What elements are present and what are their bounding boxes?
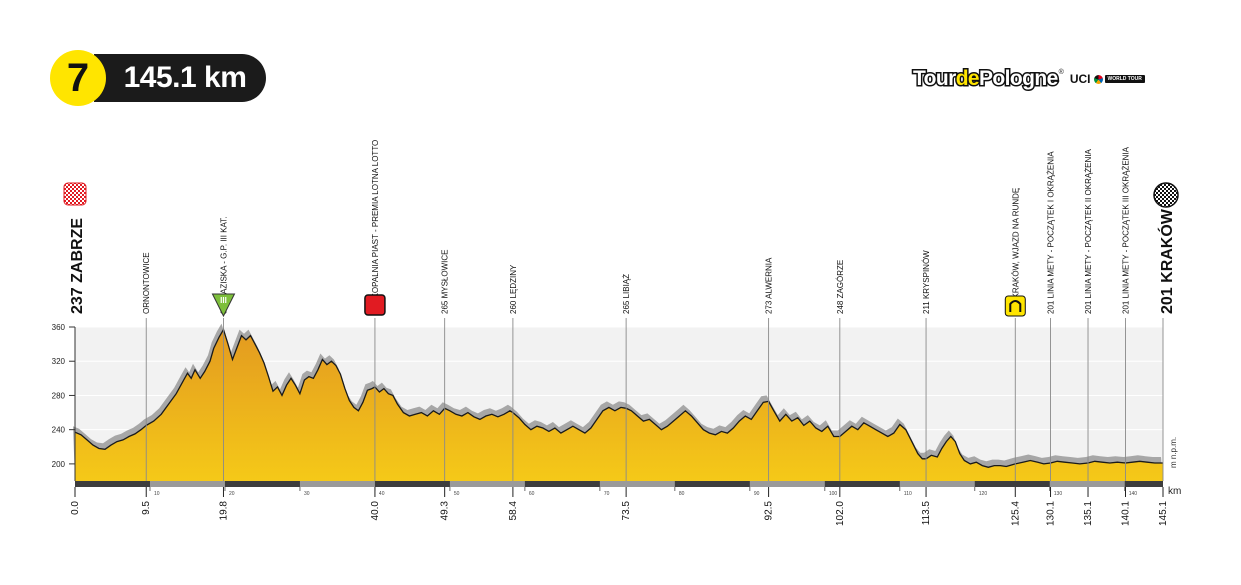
x-waypoint-km-label: 40.0 (370, 501, 381, 521)
y-tick-label: 280 (52, 391, 66, 400)
x-minor-tick-label: 80 (679, 491, 685, 497)
circuit-arch-icon (1009, 300, 1022, 312)
stage-distance-badge: 145.1 km (94, 54, 266, 102)
start-label: 237 ZABRZE (69, 218, 86, 314)
waypoint-label: 260 LĘDZINY (509, 264, 518, 314)
start-flag-icon (63, 182, 87, 206)
logo-wordmark: TourdePologne (912, 66, 1060, 92)
finish-altitude: 201 (1159, 283, 1176, 314)
uci-logo-text: UCI (1069, 72, 1091, 86)
profile-fill-area (75, 329, 1163, 481)
x-minor-tick-label: 140 (1129, 491, 1138, 497)
axis-segment (749, 481, 825, 487)
x-label-finish: 145.1 (1158, 501, 1169, 526)
waypoint-label: 357 ŁAZISKA - G.P. III KAT. (219, 216, 228, 314)
y-tick-label: 240 (52, 426, 66, 435)
axis-segment (299, 481, 375, 487)
circuit-entry-icon (1004, 295, 1026, 317)
x-waypoint-km-label: 130.1 (1046, 501, 1057, 526)
distance-axis-segments (149, 481, 1125, 487)
waypoint-label: 290 KOPALNIA PIAST - PREMIA LOTNA LOTTO (371, 140, 380, 314)
x-minor-tick-label: 90 (754, 491, 760, 497)
axis-segment (599, 481, 675, 487)
x-axis: 10 20 30 40 50 60 70 80 90 100 110 120 130 140 0.0 9.5 1… (70, 487, 1169, 526)
waypoint-markers: III (211, 293, 1026, 318)
x-minor-tick-label: 60 (529, 491, 535, 497)
x-minor-tick-label: 30 (304, 491, 310, 497)
waypoint-label: 265 MYSŁOWICE (441, 250, 450, 314)
start-name: ZABRZE (69, 218, 86, 283)
waypoint-labels: ORNONTOWICE 357 ŁAZISKA - G.P. III KAT. 29… (142, 140, 1130, 314)
waypoint-label: 265 LIBIĄŻ (622, 274, 631, 314)
x-minor-tick-label: 130 (1054, 491, 1063, 497)
finish-label: 201 KRAKÓW (1157, 208, 1176, 314)
x-waypoint-km-label: 49.3 (440, 501, 451, 521)
x-minor-tick-label: 40 (379, 491, 385, 497)
waypoint-label: 211 KRYSPINÓW (922, 250, 931, 314)
sprint-icon (364, 294, 386, 316)
x-axis-unit-label: km (1168, 486, 1181, 497)
x-minor-tick-label: 50 (454, 491, 460, 497)
y-axis: 200 240 280 320 360 (52, 323, 76, 481)
uci-rainbow-icon (1093, 74, 1103, 84)
x-waypoint-km-label: 113.5 (921, 501, 932, 526)
y-tick-label: 200 (52, 460, 66, 469)
registered-mark: ® (1058, 68, 1064, 76)
stage-number-badge: 7 (50, 50, 106, 106)
x-waypoint-km-label: 73.5 (621, 501, 632, 521)
x-minor-tick-label: 110 (904, 491, 912, 497)
x-label-start: 0.0 (70, 501, 81, 515)
waypoint-lines (145, 318, 1164, 481)
y-tick-label: 320 (52, 357, 66, 366)
world-tour-label: WORLD TOUR (1104, 75, 1145, 83)
x-waypoint-km-label: 9.5 (141, 501, 152, 515)
finish-name: KRAKÓW (1157, 208, 1176, 283)
y-tick-label: 360 (52, 323, 66, 332)
waypoint-label: 201 LINIA METY - POCZĄTEK II OKRĄŻENIA (1084, 149, 1093, 314)
x-minor-tick-label: 70 (604, 491, 610, 497)
waypoint-label: 204 KRAKÓW, WJAZD NA RUNDĘ (1011, 188, 1020, 314)
x-waypoint-km-label: 58.4 (508, 501, 519, 521)
x-waypoint-km-label: 19.8 (218, 501, 229, 521)
x-waypoint-km-label: 92.5 (764, 501, 775, 521)
x-minor-tick-label: 100 (829, 491, 838, 497)
x-waypoint-km-label: 102.0 (835, 501, 846, 526)
x-waypoint-km-label: 125.4 (1010, 501, 1021, 526)
profile-outline (74, 327, 1163, 468)
start-altitude: 237 (69, 283, 86, 314)
waypoint-label: ORNONTOWICE (142, 252, 151, 314)
waypoint-label: 201 LINIA METY - POCZĄTEK III OKRĄŻENIA (1122, 146, 1131, 314)
climb-category-icon (211, 293, 236, 318)
axis-segment (449, 481, 525, 487)
finish-flag-icon (1153, 182, 1179, 208)
waypoint-label: 248 ZAGÓRZE (836, 260, 845, 314)
x-waypoint-km-label: 135.1 (1083, 501, 1094, 526)
tour-de-pologne-logo: TourdePologne ® UCI WORLD TOUR (912, 64, 1145, 94)
waypoint-label: 273 ALWERNIA (765, 257, 774, 314)
waypoint-label: 201 LINIA METY - POCZĄTEK I OKRĄŻENIA (1047, 151, 1056, 314)
x-minor-tick-label: 120 (979, 491, 988, 497)
axis-segment (149, 481, 225, 487)
axis-segment (1049, 481, 1125, 487)
x-waypoint-km-label: 140.1 (1121, 501, 1132, 526)
climb-category-text: III (220, 296, 227, 305)
x-minor-tick-label: 20 (229, 491, 235, 497)
y-axis-unit-label: m n.p.m. (1169, 437, 1178, 468)
axis-segment (899, 481, 975, 487)
x-minor-tick-label: 10 (154, 491, 160, 497)
